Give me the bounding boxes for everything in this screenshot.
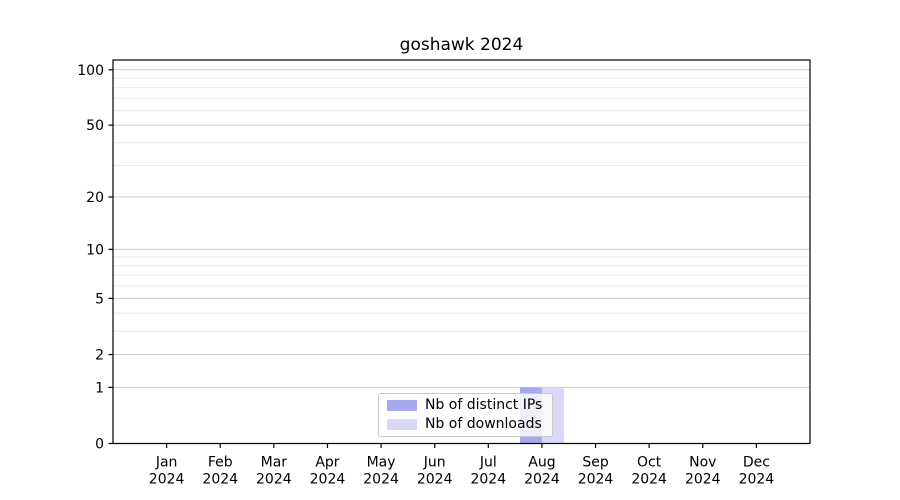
- x-tick-label-month: Feb: [208, 455, 233, 471]
- x-tick-label-year: 2024: [256, 472, 292, 488]
- legend-swatch-downloads: [387, 419, 417, 430]
- y-tick-label: 100: [77, 63, 104, 79]
- x-tick-label-year: 2024: [578, 472, 614, 488]
- y-tick-label: 1: [95, 380, 104, 396]
- x-tick-label-month: Sep: [582, 455, 609, 471]
- x-tick-label-year: 2024: [739, 472, 775, 488]
- x-tick-label-month: May: [367, 455, 396, 471]
- x-tick-label-month: Apr: [315, 455, 339, 471]
- x-tick-label-month: Mar: [261, 455, 288, 471]
- x-tick-label-year: 2024: [524, 472, 560, 488]
- x-tick-label-year: 2024: [363, 472, 399, 488]
- legend-item-distinct-ips: Nb of distinct IPs: [387, 397, 542, 414]
- legend-label-downloads: Nb of downloads: [425, 416, 542, 432]
- x-tick-label-year: 2024: [202, 472, 238, 488]
- legend-swatch-distinct-ips: [387, 400, 417, 411]
- x-tick-label-year: 2024: [685, 472, 721, 488]
- x-tick-label-year: 2024: [470, 472, 506, 488]
- y-tick-label: 20: [86, 190, 104, 206]
- y-tick-label: 0: [95, 437, 104, 453]
- chart-title: goshawk 2024: [399, 35, 524, 55]
- legend-label-distinct-ips: Nb of distinct IPs: [425, 397, 543, 413]
- x-tick-label-year: 2024: [310, 472, 346, 488]
- legend: Nb of distinct IPs Nb of downloads: [378, 393, 554, 437]
- x-tick-label-month: Jun: [423, 455, 446, 471]
- y-tick-label: 2: [95, 348, 104, 364]
- y-tick-label: 50: [86, 118, 104, 134]
- x-tick-label-month: Aug: [528, 455, 555, 471]
- x-tick-label-month: Dec: [743, 455, 770, 471]
- x-tick-label-month: Oct: [637, 455, 662, 471]
- y-tick-label: 10: [86, 242, 104, 258]
- x-tick-label-year: 2024: [631, 472, 667, 488]
- x-tick-label-year: 2024: [149, 472, 185, 488]
- axis-frame: [112, 59, 811, 445]
- x-tick-label-month: Jul: [479, 455, 497, 471]
- x-tick-label-month: Jan: [155, 455, 178, 471]
- y-tick-label: 5: [95, 291, 104, 307]
- x-tick-label-year: 2024: [417, 472, 453, 488]
- legend-item-downloads: Nb of downloads: [387, 416, 542, 433]
- x-tick-label-month: Nov: [689, 455, 716, 471]
